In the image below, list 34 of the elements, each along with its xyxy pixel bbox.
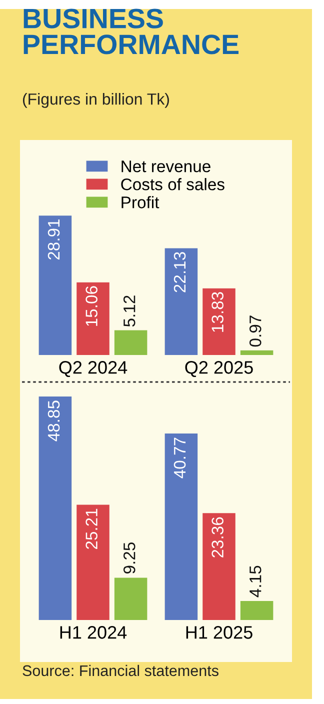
- bar: [76, 282, 110, 355]
- chart-subtitle: (Figures in billion Tk): [22, 93, 169, 108]
- data-label: 5.12: [123, 296, 136, 327]
- data-label: 48.85: [48, 400, 60, 442]
- x-tick-label: H1 2024: [60, 626, 127, 639]
- legend-label: Net revenue: [122, 160, 210, 172]
- legend-label: Profit: [122, 196, 160, 208]
- bar: [76, 504, 110, 620]
- bar: [38, 216, 72, 355]
- x-tick-label: Q2 2024: [59, 361, 128, 378]
- x-tick-label: Q2 2025: [185, 361, 253, 378]
- bar: [202, 288, 236, 355]
- bar: [240, 601, 274, 620]
- legend-label: Costs of sales: [121, 178, 224, 190]
- data-label: 22.13: [174, 252, 186, 292]
- x-tick-label: H1 2025: [186, 626, 252, 639]
- bar: [164, 434, 198, 620]
- data-label: 15.06: [86, 286, 98, 326]
- data-label: 40.77: [174, 438, 186, 478]
- bar: [164, 248, 198, 355]
- bar: [114, 578, 148, 620]
- data-label: 25.21: [86, 508, 98, 549]
- data-label: 28.91: [48, 219, 60, 260]
- data-label: 0.97: [249, 316, 262, 347]
- data-label: 13.83: [212, 292, 224, 332]
- data-label: 9.25: [123, 542, 136, 574]
- chart-title: BUSINESS PERFORMANCE: [24, 8, 239, 54]
- bar: [240, 350, 274, 355]
- bar: [202, 513, 236, 620]
- bar: [114, 330, 148, 355]
- bar: [38, 396, 72, 620]
- source-note: Source: Financial statements: [22, 664, 218, 676]
- data-label: 4.15: [250, 566, 262, 598]
- data-label: 23.36: [212, 517, 224, 558]
